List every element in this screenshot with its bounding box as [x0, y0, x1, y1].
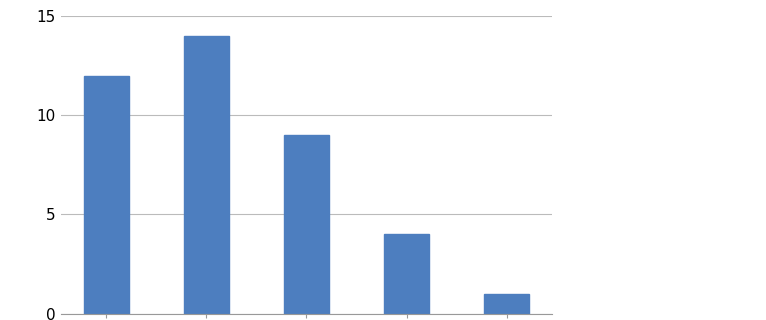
Bar — [284, 135, 329, 314]
Bar — [83, 76, 129, 314]
Bar — [184, 36, 229, 314]
Bar — [384, 234, 429, 314]
Bar — [484, 294, 529, 314]
